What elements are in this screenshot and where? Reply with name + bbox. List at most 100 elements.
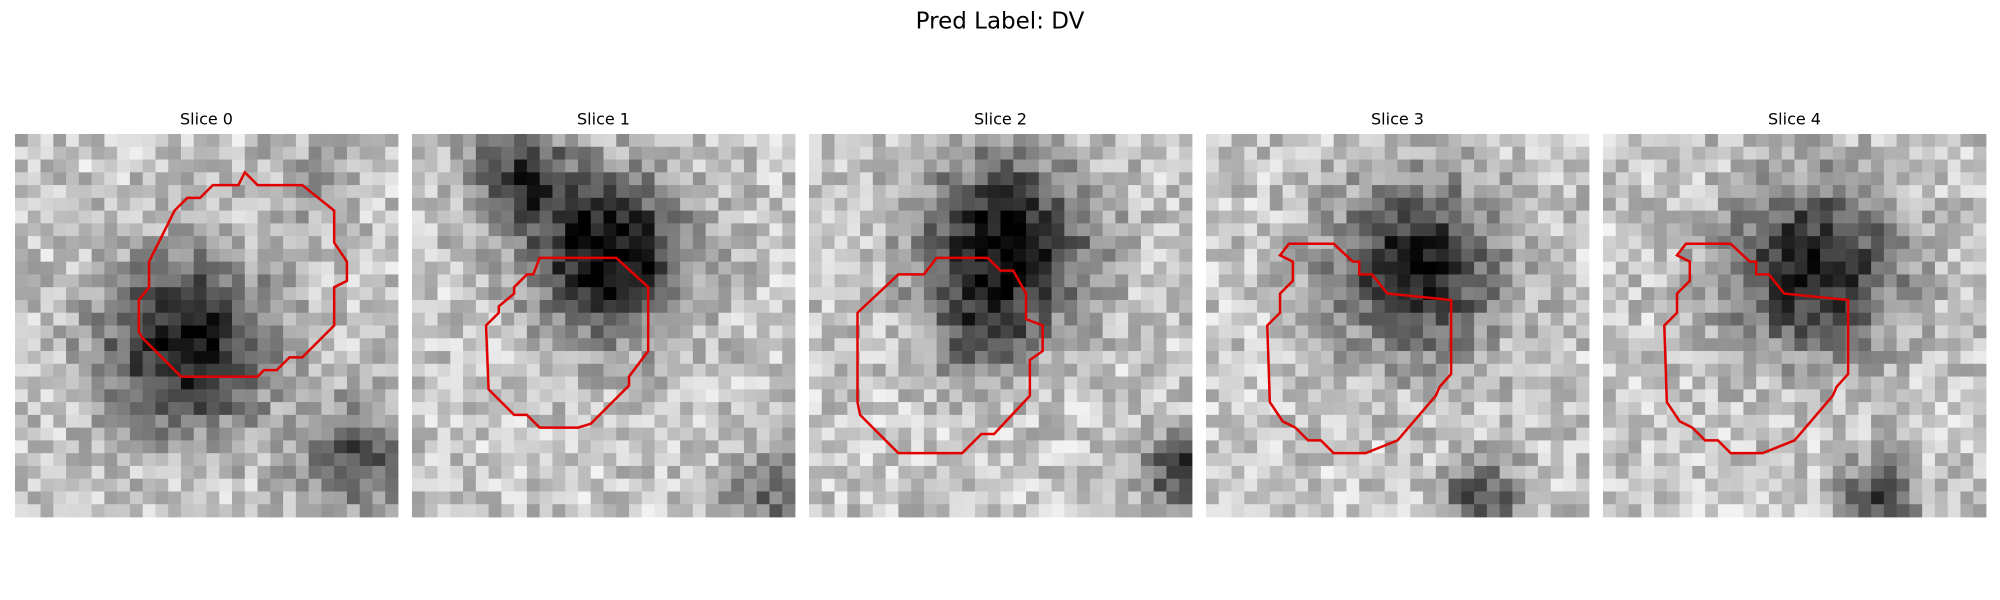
pixel xyxy=(1295,325,1309,339)
pixel xyxy=(346,134,361,148)
pixel xyxy=(1257,134,1271,148)
pixel xyxy=(1550,197,1564,211)
pixel xyxy=(705,172,719,186)
pixel xyxy=(1934,274,1949,288)
pixel xyxy=(450,440,464,454)
pixel xyxy=(1807,312,1821,326)
pixel xyxy=(1909,363,1923,377)
pixel xyxy=(1679,491,1693,505)
pixel xyxy=(1435,248,1449,263)
pixel xyxy=(15,261,29,275)
pixel xyxy=(129,134,144,148)
pixel xyxy=(257,491,271,505)
pixel xyxy=(104,172,118,186)
pixel xyxy=(321,299,335,314)
pixel xyxy=(987,325,1001,339)
pixel xyxy=(1282,210,1296,224)
pixel xyxy=(577,248,592,263)
pixel xyxy=(680,299,694,314)
pixel xyxy=(1244,299,1258,314)
pixel xyxy=(1397,504,1411,518)
pixel xyxy=(590,210,604,224)
pixel xyxy=(359,248,373,263)
pixel xyxy=(372,504,386,518)
pixel xyxy=(1603,210,1617,224)
pixel xyxy=(834,465,848,480)
pixel xyxy=(1000,338,1014,352)
pixel xyxy=(577,325,592,339)
pixel xyxy=(1576,376,1590,390)
pixel xyxy=(1934,287,1949,301)
pixel xyxy=(295,185,310,199)
pixel xyxy=(359,172,373,186)
pixel xyxy=(1474,414,1488,429)
pixel xyxy=(936,261,950,275)
pixel xyxy=(1768,159,1783,173)
pixel xyxy=(782,134,796,148)
pixel xyxy=(283,363,297,377)
pixel xyxy=(821,504,835,518)
pixel xyxy=(1038,478,1052,492)
pixel xyxy=(1423,376,1437,390)
pixel xyxy=(1384,491,1398,505)
pixel xyxy=(834,376,848,390)
pixel xyxy=(1295,351,1309,365)
pixel xyxy=(641,134,655,148)
pixel xyxy=(692,197,707,211)
pixel xyxy=(295,172,310,186)
pixel xyxy=(1896,134,1910,148)
pixel xyxy=(372,491,386,505)
pixel xyxy=(66,159,80,173)
pixel xyxy=(1397,491,1411,505)
pixel xyxy=(705,351,719,365)
pixel xyxy=(1115,504,1129,518)
pixel xyxy=(565,376,579,390)
pixel xyxy=(1115,299,1129,314)
pixel xyxy=(1448,465,1462,480)
pixel xyxy=(641,172,655,186)
pixel xyxy=(412,402,426,416)
pixel xyxy=(1115,287,1129,301)
pixel xyxy=(66,478,80,492)
pixel xyxy=(782,465,796,480)
pixel xyxy=(53,236,67,250)
pixel xyxy=(295,236,310,250)
pixel xyxy=(437,236,451,250)
pixel xyxy=(270,414,284,429)
pixel xyxy=(552,491,566,505)
pixel xyxy=(769,197,783,211)
pixel xyxy=(885,159,899,173)
pixel xyxy=(949,453,963,467)
pixel xyxy=(1641,338,1655,352)
pixel xyxy=(475,159,489,173)
pixel xyxy=(1077,210,1091,224)
pixel xyxy=(565,261,579,275)
pixel xyxy=(1244,248,1258,263)
pixel xyxy=(359,312,373,326)
pixel xyxy=(334,172,348,186)
pixel xyxy=(692,478,707,492)
pixel xyxy=(821,236,835,250)
pixel xyxy=(1153,414,1167,429)
pixel xyxy=(667,236,681,250)
pixel xyxy=(872,363,886,377)
pixel xyxy=(1410,134,1424,148)
pixel xyxy=(1410,325,1424,339)
pixel xyxy=(911,440,925,454)
pixel xyxy=(1934,504,1949,518)
pixel xyxy=(1858,210,1872,224)
pixel xyxy=(1346,465,1360,480)
pixel xyxy=(911,287,925,301)
pixel xyxy=(1512,287,1526,301)
pixel xyxy=(1013,414,1027,429)
pixel xyxy=(616,389,630,403)
pixel xyxy=(949,504,963,518)
pixel xyxy=(450,414,464,429)
pixel xyxy=(1934,376,1949,390)
pixel xyxy=(1231,223,1245,237)
pixel xyxy=(731,338,745,352)
pixel xyxy=(372,248,386,263)
pixel xyxy=(974,210,989,224)
pixel xyxy=(1206,389,1220,403)
pixel xyxy=(718,248,732,263)
